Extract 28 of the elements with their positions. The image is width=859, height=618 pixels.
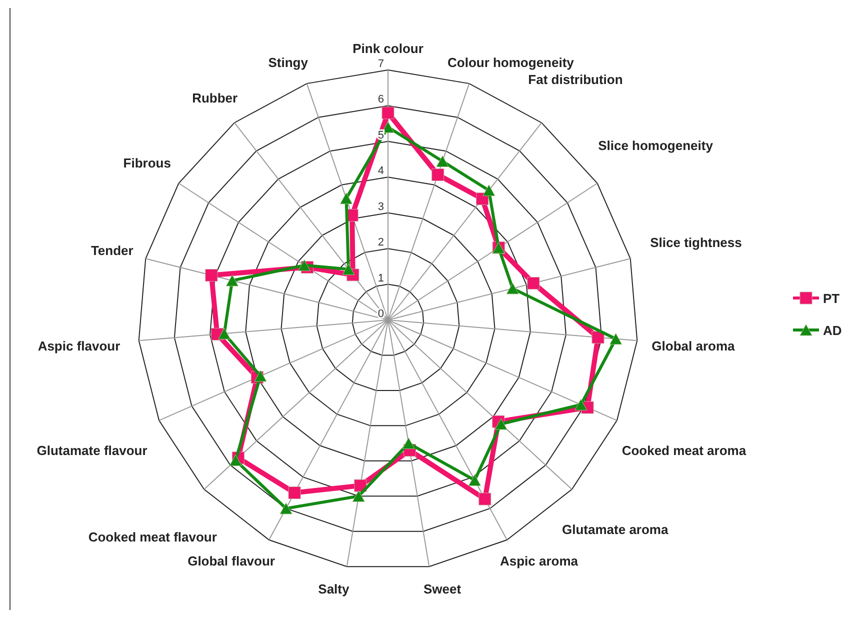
y-tick-label: 2 — [378, 236, 384, 249]
spoke-label: Sweet — [424, 581, 462, 596]
spoke-label: Slice tightness — [650, 235, 742, 250]
spoke-label: Global flavour — [188, 553, 275, 568]
spoke-label: Colour homogeneity — [448, 55, 575, 70]
spoke-label: Fat distribution — [528, 72, 623, 88]
spoke-label: Cooked meat flavour — [88, 530, 217, 545]
spoke-label: Aspic aroma — [500, 553, 579, 568]
spoke-label: Tender — [90, 243, 134, 258]
spoke-label: Fibrous — [123, 156, 171, 171]
spoke-label: Aspic flavour — [38, 338, 120, 354]
spoke-label: Global aroma — [652, 338, 736, 354]
spoke-label: Stingy — [268, 55, 309, 70]
y-tick-label: 4 — [378, 165, 384, 178]
spoke-label: Cooked meat aroma — [622, 442, 747, 458]
spoke-label: Salty — [318, 581, 350, 596]
spoke-label: Glutamate aroma — [562, 522, 669, 538]
spoke-label: Pink colour — [352, 41, 424, 56]
y-tick-label: 1 — [378, 272, 384, 284]
spoke-label: Slice homogeneity — [598, 138, 714, 154]
legend-label: AD — [823, 323, 842, 338]
y-tick-label: 6 — [378, 94, 384, 106]
y-tick-label: 7 — [378, 58, 384, 70]
spoke-label: Rubber — [192, 90, 238, 106]
y-tick-label: 3 — [378, 200, 384, 213]
spoke-label: Glutamate flavour — [36, 442, 148, 458]
y-tick-label: 0 — [378, 308, 384, 320]
legend-label: PT — [823, 291, 840, 306]
